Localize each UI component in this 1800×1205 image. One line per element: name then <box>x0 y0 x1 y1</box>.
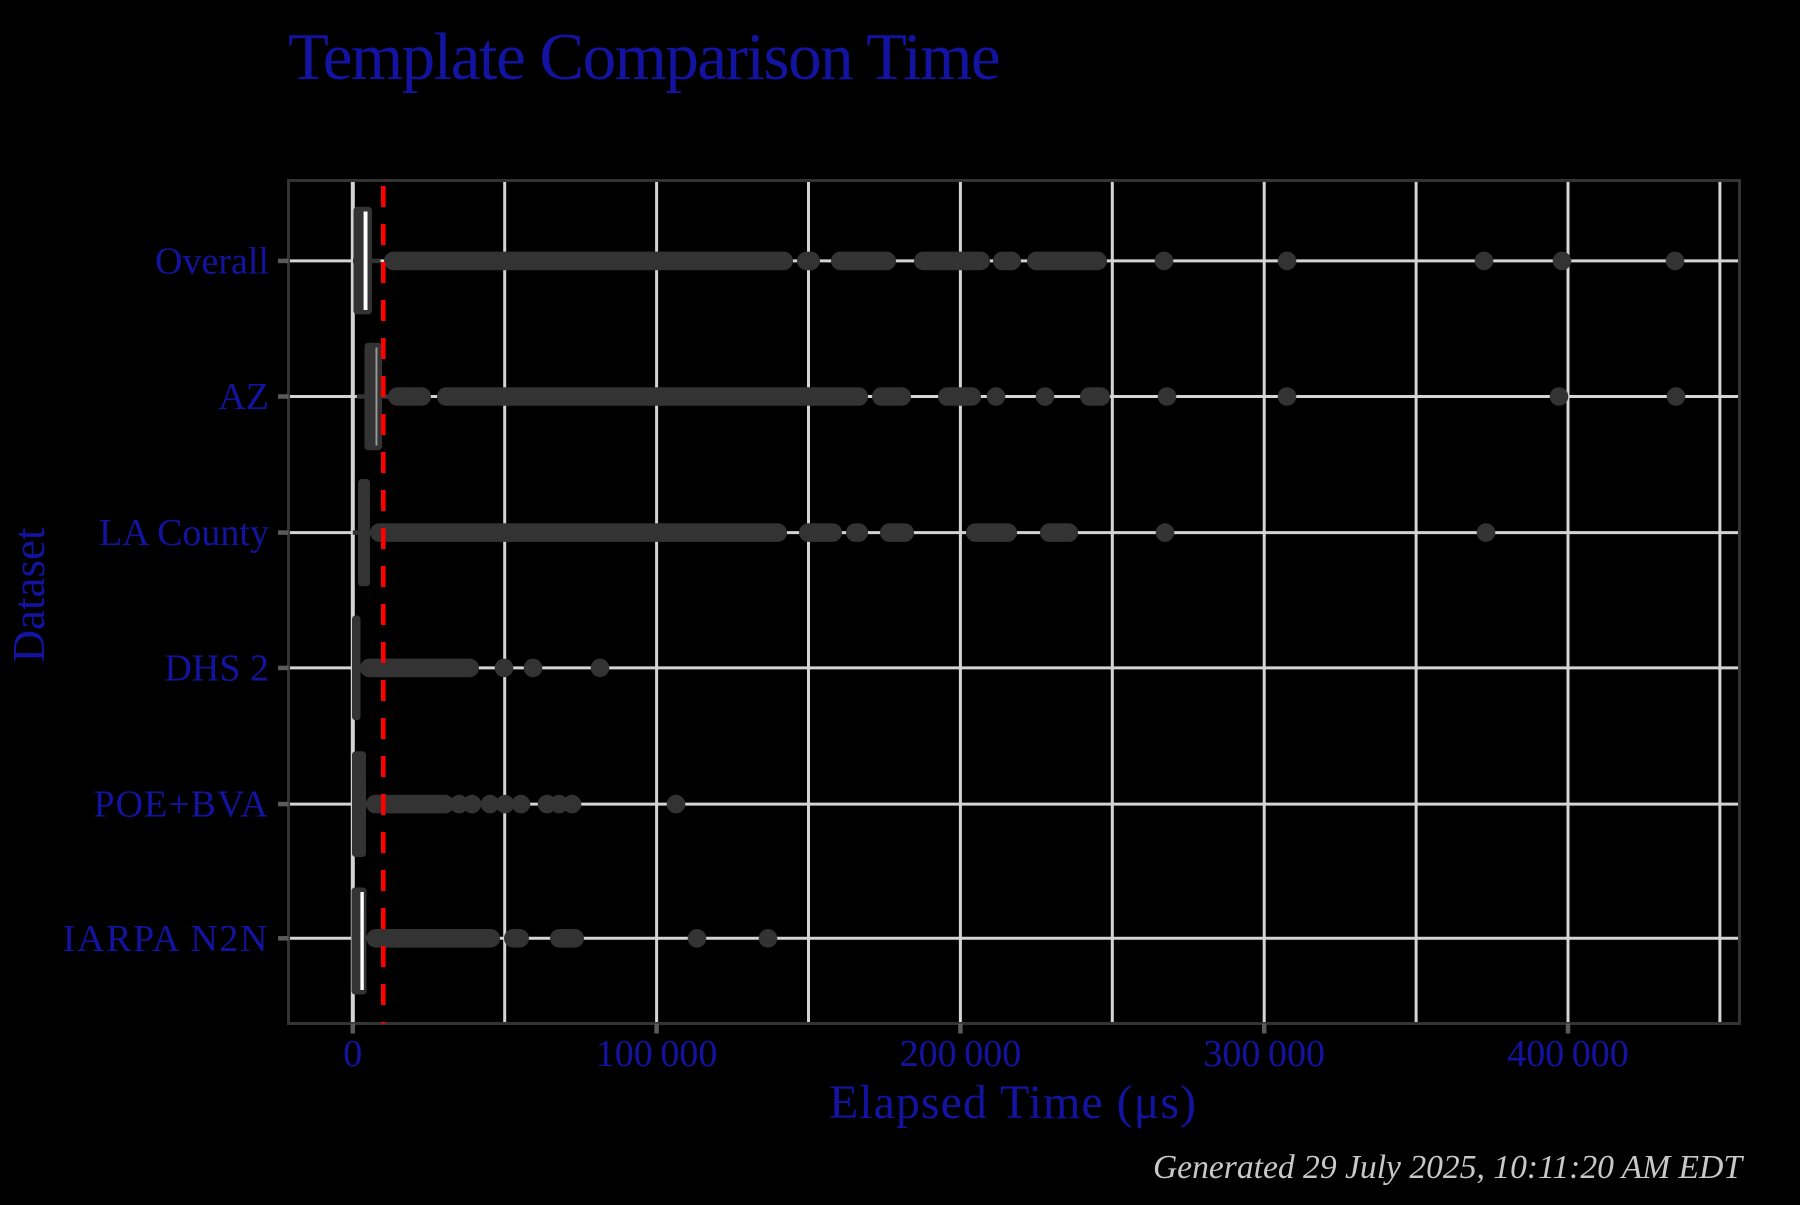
svg-text:Generated 29 July 2025, 10:11:: Generated 29 July 2025, 10:11:20 AM EDT <box>1153 1149 1744 1186</box>
svg-text:DHS 2: DHS 2 <box>164 647 269 689</box>
svg-text:Overall: Overall <box>155 240 269 282</box>
svg-text:POE+BVA: POE+BVA <box>93 784 269 826</box>
svg-text:IARPA N2N: IARPA N2N <box>63 918 269 960</box>
svg-text:Elapsed Time (μs): Elapsed Time (μs) <box>829 1076 1197 1129</box>
svg-text:0: 0 <box>343 1033 362 1075</box>
svg-text:300 000: 300 000 <box>1203 1033 1325 1075</box>
svg-text:200 000: 200 000 <box>900 1033 1022 1075</box>
svg-text:100 000: 100 000 <box>596 1033 718 1075</box>
svg-text:Template Comparison Time: Template Comparison Time <box>288 20 999 94</box>
svg-text:Dataset: Dataset <box>4 527 54 662</box>
svg-text:LA County: LA County <box>99 512 269 554</box>
svg-text:400 000: 400 000 <box>1507 1033 1629 1075</box>
svg-text:AZ: AZ <box>218 376 269 418</box>
